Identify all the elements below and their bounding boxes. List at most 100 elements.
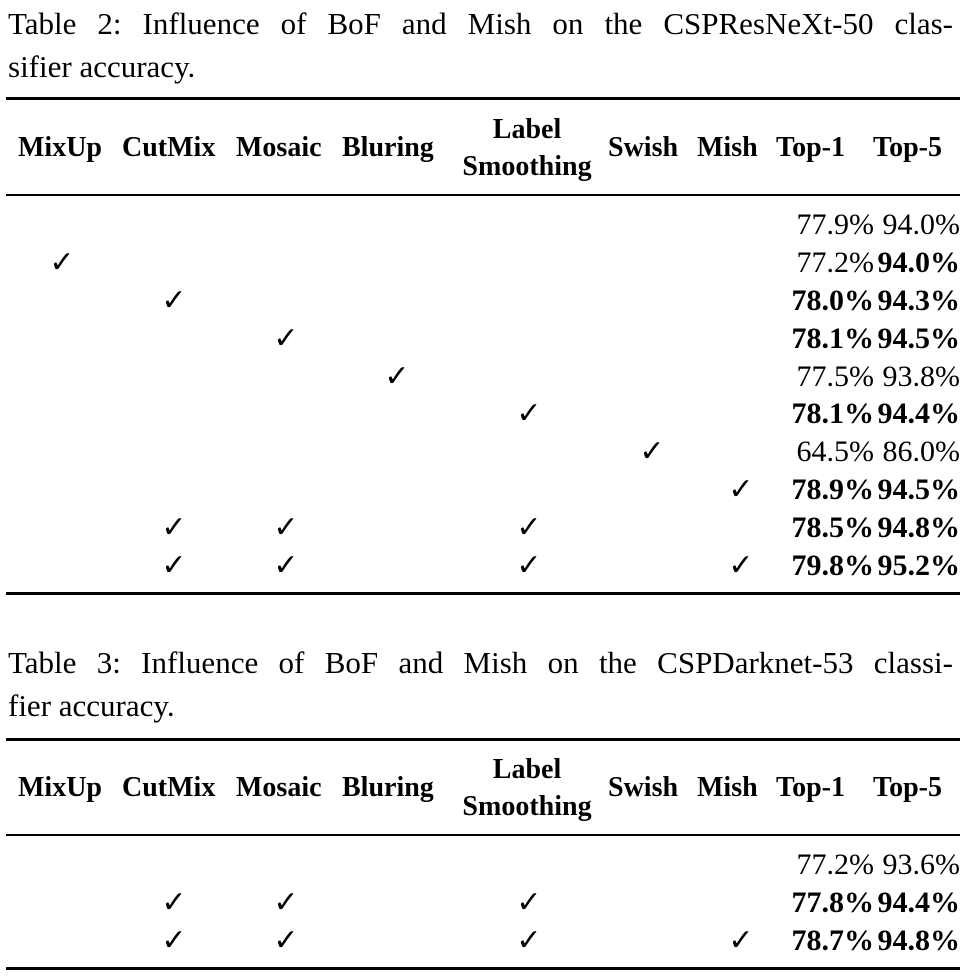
mish-check-cell: ✓	[698, 471, 784, 509]
mosaic-check-cell	[230, 846, 342, 884]
mosaic-check-cell	[230, 395, 342, 433]
table-row: ✓ 77.2% 94.0%	[6, 244, 960, 282]
table2-header-rule	[6, 194, 960, 196]
label-smoothing-check-cell	[452, 357, 606, 395]
label-smoothing-check-cell	[452, 319, 606, 357]
mish-check-cell	[698, 206, 784, 244]
bluring-check-cell	[342, 206, 452, 244]
mixup-check-cell	[6, 433, 118, 471]
header-swish: Swish	[608, 132, 679, 163]
table3-bottom-rule	[6, 967, 960, 970]
header-label-smoothing-line1: Label	[492, 114, 562, 145]
table-row: ✓ 78.1% 94.4%	[6, 395, 960, 433]
header-cutmix: CutMix	[122, 772, 216, 803]
check-mark-icon: ✓	[161, 548, 187, 582]
header-label-smoothing-line1: Label	[492, 754, 562, 785]
mish-check-cell	[698, 884, 784, 922]
mosaic-check-cell: ✓	[230, 546, 342, 584]
swish-check-cell	[606, 206, 698, 244]
label-smoothing-check-cell	[452, 206, 606, 244]
cutmix-check-cell	[118, 471, 230, 509]
swish-check-cell	[606, 471, 698, 509]
table3-body: 77.2% 93.6% ✓ ✓ ✓ 77.8% 94.4% ✓ ✓ ✓ ✓ 78.7% 94.8%	[6, 846, 960, 959]
cutmix-check-cell: ✓	[118, 884, 230, 922]
header-cutmix: CutMix	[122, 132, 216, 163]
header-top5: Top-5	[873, 132, 943, 163]
mish-check-cell	[698, 357, 784, 395]
top1-value: 78.1%	[791, 397, 875, 431]
bluring-check-cell	[342, 471, 452, 509]
swish-check-cell	[606, 282, 698, 320]
check-mark-icon: ✓	[273, 886, 299, 920]
header-label-smoothing-line2: Smoothing	[462, 791, 592, 822]
check-mark-icon: ✓	[639, 435, 665, 469]
top5-value: 93.6%	[882, 848, 961, 882]
swish-check-cell	[606, 508, 698, 546]
bluring-check-cell	[342, 884, 452, 922]
mixup-check-cell	[6, 357, 118, 395]
label-smoothing-check-cell	[452, 433, 606, 471]
mixup-check-cell	[6, 922, 118, 960]
mish-check-cell	[698, 433, 784, 471]
top5-value: 94.5%	[877, 472, 961, 506]
label-smoothing-check-cell: ✓	[452, 546, 606, 584]
table-row: ✓ 78.1% 94.5%	[6, 319, 960, 357]
check-mark-icon: ✓	[49, 246, 75, 280]
header-top1: Top-1	[776, 132, 846, 163]
swish-check-cell	[606, 884, 698, 922]
label-smoothing-check-cell	[452, 846, 606, 884]
top5-value: 95.2%	[877, 548, 961, 582]
bluring-check-cell: ✓	[342, 357, 452, 395]
table-row: ✓ 78.9% 94.5%	[6, 471, 960, 509]
cutmix-check-cell: ✓	[118, 546, 230, 584]
header-mosaic: Mosaic	[236, 132, 322, 163]
mish-check-cell: ✓	[698, 546, 784, 584]
swish-check-cell	[606, 319, 698, 357]
mosaic-check-cell	[230, 282, 342, 320]
top1-value: 77.9%	[796, 208, 875, 242]
top5-value: 94.8%	[877, 923, 961, 957]
bluring-check-cell	[342, 546, 452, 584]
top1-value: 77.5%	[796, 359, 875, 393]
mixup-check-cell	[6, 546, 118, 584]
cutmix-check-cell	[118, 244, 230, 282]
header-swish: Swish	[608, 772, 679, 803]
header-mosaic: Mosaic	[236, 772, 322, 803]
top1-value: 78.0%	[791, 283, 875, 317]
cutmix-check-cell: ✓	[118, 508, 230, 546]
check-mark-icon: ✓	[516, 397, 542, 431]
top5-value: 94.8%	[877, 510, 961, 544]
label-smoothing-check-cell: ✓	[452, 508, 606, 546]
top1-value: 64.5%	[796, 435, 875, 469]
cutmix-check-cell	[118, 846, 230, 884]
table-row: ✓ 64.5% 86.0%	[6, 433, 960, 471]
swish-check-cell	[606, 922, 698, 960]
top1-value: 77.8%	[791, 886, 875, 920]
label-smoothing-check-cell	[452, 471, 606, 509]
mixup-check-cell	[6, 319, 118, 357]
mixup-check-cell	[6, 508, 118, 546]
header-top5: Top-5	[873, 772, 943, 803]
top5-value: 94.4%	[877, 397, 961, 431]
check-mark-icon: ✓	[273, 321, 299, 355]
mosaic-check-cell: ✓	[230, 319, 342, 357]
mish-check-cell	[698, 244, 784, 282]
table3-caption-line1: Table 3: Influence of BoF and Mish on th…	[8, 645, 953, 680]
top1-value: 78.1%	[791, 321, 875, 355]
check-mark-icon: ✓	[273, 923, 299, 957]
top5-value: 93.8%	[882, 359, 961, 393]
cutmix-check-cell	[118, 433, 230, 471]
bluring-check-cell	[342, 846, 452, 884]
header-bluring: Bluring	[342, 132, 434, 163]
table-row: ✓ ✓ ✓ ✓ 78.7% 94.8%	[6, 922, 960, 960]
top1-value: 77.2%	[796, 848, 875, 882]
mosaic-check-cell	[230, 433, 342, 471]
table2-caption: Table 2: Influence of BoF and Mish on th…	[8, 2, 953, 88]
table-row: ✓ 77.5% 93.8%	[6, 357, 960, 395]
header-mish: Mish	[697, 772, 758, 803]
label-smoothing-check-cell: ✓	[452, 884, 606, 922]
label-smoothing-check-cell: ✓	[452, 922, 606, 960]
swish-check-cell	[606, 357, 698, 395]
cutmix-check-cell	[118, 319, 230, 357]
bluring-check-cell	[342, 319, 452, 357]
